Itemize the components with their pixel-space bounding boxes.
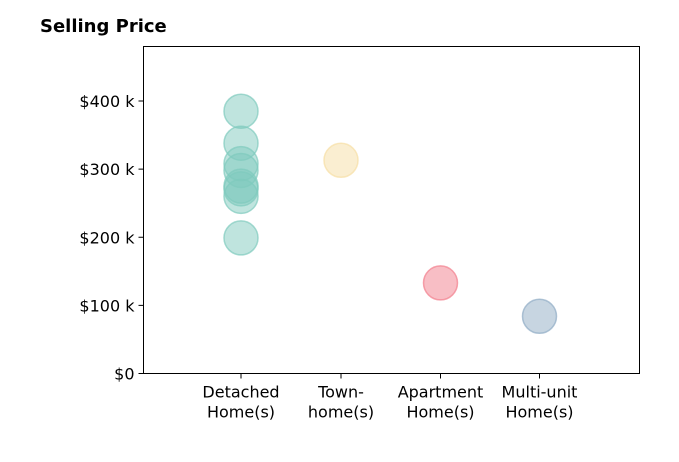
y-axis: $0 $100 k $200 k $300 k $400 k bbox=[79, 92, 144, 384]
x-axis: DetachedHome(s)Town-home(s)ApartmentHome… bbox=[202, 373, 578, 422]
x-tick-label: Home(s) bbox=[505, 403, 573, 422]
x-tick-label: Town- bbox=[317, 383, 364, 402]
data-point bbox=[223, 220, 259, 256]
chart-title: Selling Price bbox=[40, 16, 167, 37]
data-point bbox=[223, 93, 259, 129]
x-tick-label: Home(s) bbox=[207, 403, 275, 422]
y-tick-label: $100 k bbox=[79, 296, 135, 315]
y-tick-label: $400 k bbox=[79, 92, 135, 111]
x-tick-label: home(s) bbox=[308, 403, 374, 422]
points-layer bbox=[223, 93, 558, 335]
y-tick-label: $300 k bbox=[79, 160, 135, 179]
y-tick-label: $0 bbox=[114, 365, 134, 384]
plot-frame bbox=[143, 46, 640, 374]
data-point bbox=[422, 265, 459, 301]
x-tick-label: Detached bbox=[202, 383, 279, 402]
y-tick-label: $200 k bbox=[79, 228, 135, 247]
x-tick-label: Apartment bbox=[398, 383, 484, 402]
data-point bbox=[223, 178, 259, 215]
data-point bbox=[521, 298, 558, 335]
data-point bbox=[323, 142, 359, 179]
x-tick-label: Home(s) bbox=[406, 403, 474, 422]
x-tick-label: Multi-unit bbox=[502, 383, 578, 402]
